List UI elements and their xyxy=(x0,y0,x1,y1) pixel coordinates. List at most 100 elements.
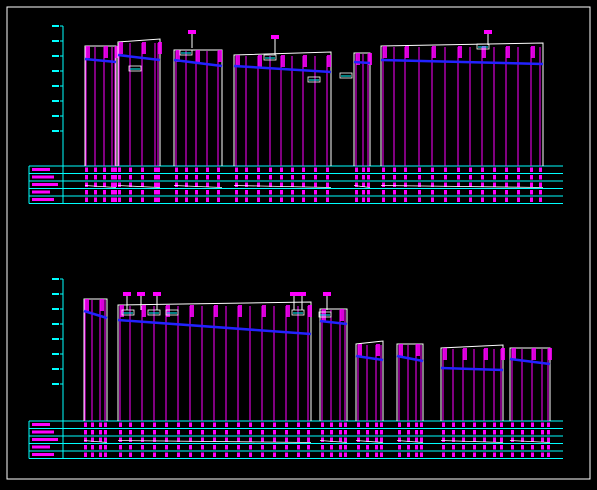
table-cell-mark xyxy=(85,175,88,180)
table-cell-mark xyxy=(314,167,317,172)
table-cell-mark xyxy=(500,437,503,442)
table-cell-mark xyxy=(415,422,418,427)
table-cell-mark xyxy=(339,452,342,457)
table-cell-mark xyxy=(91,422,94,427)
table-cell-mark xyxy=(94,175,97,180)
table-cell-mark xyxy=(330,452,333,457)
table-cell-mark xyxy=(367,197,370,202)
pile-cap xyxy=(85,299,89,311)
table-cell-mark xyxy=(153,445,156,450)
annotation-box xyxy=(476,43,490,50)
table-cell-mark xyxy=(177,437,180,442)
design-grade-line xyxy=(353,60,371,65)
table-cell-mark xyxy=(367,182,370,187)
table-cell-mark xyxy=(481,190,484,195)
table-cell-mark xyxy=(235,190,238,195)
elevation-tick-label xyxy=(52,383,59,385)
table-cell-mark xyxy=(539,182,542,187)
table-cell-mark xyxy=(141,190,144,195)
elevation-tick-label xyxy=(52,278,59,280)
table-cell-mark xyxy=(366,452,369,457)
table-cell-mark xyxy=(307,445,310,450)
table-cell-mark xyxy=(189,445,192,450)
table-cell-mark xyxy=(118,175,121,180)
table-cell-mark xyxy=(302,167,305,172)
table-cell-mark xyxy=(225,452,228,457)
table-cell-mark xyxy=(213,422,216,427)
pile-cap xyxy=(119,42,123,54)
table-cell-mark xyxy=(195,182,198,187)
table-cell-mark xyxy=(153,452,156,457)
table-cell-mark xyxy=(473,437,476,442)
table-cell-mark xyxy=(366,445,369,450)
table-cell-mark xyxy=(257,182,260,187)
table-cell-mark xyxy=(531,430,534,435)
table-cell-mark xyxy=(452,437,455,442)
table-cell-mark xyxy=(297,437,300,442)
station-tag xyxy=(298,292,306,296)
table-cell-mark xyxy=(362,175,365,180)
pile-cap xyxy=(158,42,162,54)
pile-cap xyxy=(531,46,535,58)
pile-cap xyxy=(100,299,104,311)
table-cell-mark xyxy=(153,422,156,427)
drawing-frame xyxy=(6,6,591,480)
table-cell-mark xyxy=(357,445,360,450)
table-cell-mark xyxy=(103,197,106,202)
table-cell-mark xyxy=(375,445,378,450)
table-cell-mark xyxy=(404,182,407,187)
table-cell-mark xyxy=(302,190,305,195)
table-slope-line xyxy=(84,185,117,188)
table-cell-mark xyxy=(444,190,447,195)
table-cell-mark xyxy=(189,452,192,457)
table-cell-mark xyxy=(539,197,542,202)
station-tag xyxy=(188,30,196,34)
table-cell-mark xyxy=(469,190,472,195)
table-slope-line xyxy=(380,185,544,188)
table-cell-mark xyxy=(141,430,144,435)
table-cell-mark xyxy=(269,182,272,187)
station-tag xyxy=(484,30,492,34)
pile-cap xyxy=(238,305,242,317)
pile-cap xyxy=(443,348,447,360)
table-cell-mark xyxy=(481,167,484,172)
table-cell-mark xyxy=(344,445,347,450)
table-cell-mark xyxy=(195,167,198,172)
table-cell-mark xyxy=(285,445,288,450)
table-cell-mark xyxy=(517,190,520,195)
table-cell-mark xyxy=(185,190,188,195)
table-cell-mark xyxy=(355,175,358,180)
table-cell-mark xyxy=(141,175,144,180)
table-cell-mark xyxy=(398,437,401,442)
table-cell-mark xyxy=(307,437,310,442)
terrain-outline xyxy=(353,52,371,166)
table-cell-mark xyxy=(185,197,188,202)
table-cell-mark xyxy=(154,190,157,195)
table-row-label xyxy=(32,198,54,201)
table-cell-mark xyxy=(330,430,333,435)
table-cell-mark xyxy=(104,430,107,435)
table-cell-mark xyxy=(245,197,248,202)
table-cell-mark xyxy=(355,197,358,202)
table-cell-mark xyxy=(217,190,220,195)
table-cell-mark xyxy=(302,197,305,202)
table-cell-mark xyxy=(539,190,542,195)
pile-cap xyxy=(214,305,218,317)
table-cell-mark xyxy=(366,430,369,435)
table-cell-mark xyxy=(84,437,87,442)
table-cell-mark xyxy=(530,182,533,187)
terrain-outline xyxy=(83,298,108,421)
elevation-tick-label xyxy=(52,308,59,310)
table-cell-mark xyxy=(280,190,283,195)
annotation-box xyxy=(339,72,353,79)
table-cell-mark xyxy=(257,190,260,195)
table-cell-mark xyxy=(462,430,465,435)
design-grade-line xyxy=(396,354,424,363)
table-cell-mark xyxy=(111,175,114,180)
table-row-label xyxy=(32,453,54,456)
table-cell-mark xyxy=(393,175,396,180)
table-cell-mark xyxy=(114,190,117,195)
table-cell-mark xyxy=(177,445,180,450)
table-cell-mark xyxy=(407,437,410,442)
table-cell-mark xyxy=(541,437,544,442)
